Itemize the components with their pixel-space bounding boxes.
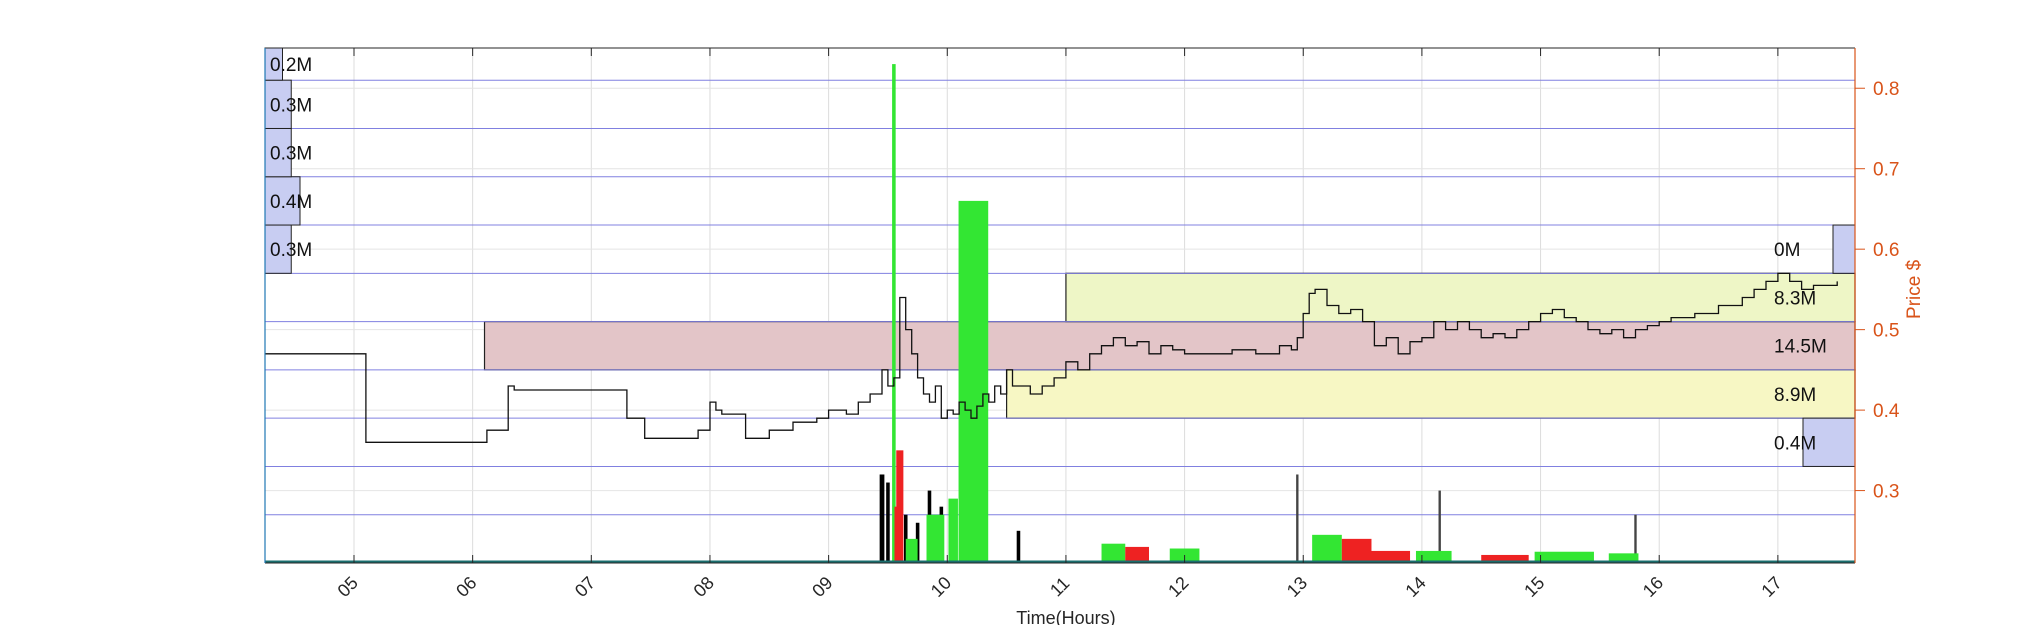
volume-bar	[879, 474, 885, 563]
left-profile-label: 0.3M	[270, 240, 312, 261]
y-tick-label: 0.8	[1873, 79, 1899, 100]
left-profile-label: 0.4M	[270, 192, 312, 213]
left-profile-bar	[264, 224, 292, 274]
x-tick-label: 14	[1402, 573, 1430, 601]
x-tick-label: 13	[1283, 573, 1311, 601]
volume-bar	[1125, 546, 1149, 563]
left-profile-label: 0.3M	[270, 144, 312, 165]
volume-bar	[1415, 550, 1452, 563]
x-tick-label: 17	[1757, 573, 1785, 601]
volume-bar	[958, 200, 989, 563]
volume-bar	[1438, 490, 1441, 563]
price-series	[265, 272, 1838, 443]
volume-bar	[892, 64, 896, 563]
x-tick-label: 05	[334, 573, 362, 601]
y-tick-label: 0.6	[1873, 240, 1899, 261]
volume-bar	[1362, 550, 1411, 563]
value-zone	[1065, 272, 1856, 323]
volume-bar	[1101, 543, 1126, 563]
left-profile-bar	[264, 127, 292, 178]
y-tick-label: 0.7	[1873, 160, 1899, 181]
volume-bars	[265, 64, 1855, 563]
x-tick-label: 11	[1046, 573, 1073, 600]
x-tick-label: 10	[927, 573, 955, 601]
right-profile-label: 0.4M	[1774, 433, 1816, 454]
volume-bar	[1296, 474, 1299, 563]
volume-bar	[948, 498, 958, 563]
volume-bar	[1534, 551, 1594, 563]
x-tick-label: 08	[690, 573, 718, 601]
volume-bar	[1016, 530, 1021, 563]
volume-bar	[894, 506, 901, 563]
x-tick-label: 16	[1639, 573, 1667, 601]
x-tick-label: 06	[452, 573, 480, 601]
right-profile-label: 14.5M	[1774, 337, 1827, 358]
y-axis-label: Price $	[1904, 259, 1925, 319]
volume-bar	[1608, 553, 1639, 563]
price-bin-lines	[265, 47, 1855, 516]
x-axis-label: Time(Hours)	[1016, 608, 1115, 625]
y-tick-label: 0.5	[1873, 321, 1899, 342]
right-profile-bar	[1802, 417, 1856, 467]
right-profile-label: 0M	[1774, 240, 1800, 261]
volume-bar	[1634, 514, 1637, 563]
volume-bar	[886, 482, 890, 563]
volume-bar	[926, 514, 945, 563]
volume-bar	[1312, 534, 1342, 563]
price-line	[265, 272, 1838, 443]
y-tick-label: 0.4	[1873, 401, 1900, 422]
left-profile-label: 0.3M	[270, 95, 312, 116]
volume-profile: 0.3M 0.4M 0.3M 0.3M 0.2M 0.4M 8.9M 14.5M 8.3M 0M	[264, 47, 1856, 467]
right-profile-label: 8.3M	[1774, 288, 1816, 309]
volume-bar	[905, 538, 918, 563]
volume-bar	[1481, 554, 1529, 563]
right-profile-bar	[1832, 224, 1856, 274]
value-zone	[1006, 369, 1856, 419]
right-profile-label: 8.9M	[1774, 385, 1816, 406]
left-profile-bar	[264, 176, 301, 226]
x-tick-label: 07	[571, 573, 599, 601]
y-tick-label: 0.3	[1873, 482, 1899, 503]
x-tick-label: 15	[1520, 573, 1548, 601]
x-tick-label: 09	[808, 573, 836, 601]
left-profile-label: 0.2M	[270, 55, 312, 76]
x-tick-label: 12	[1164, 573, 1192, 601]
